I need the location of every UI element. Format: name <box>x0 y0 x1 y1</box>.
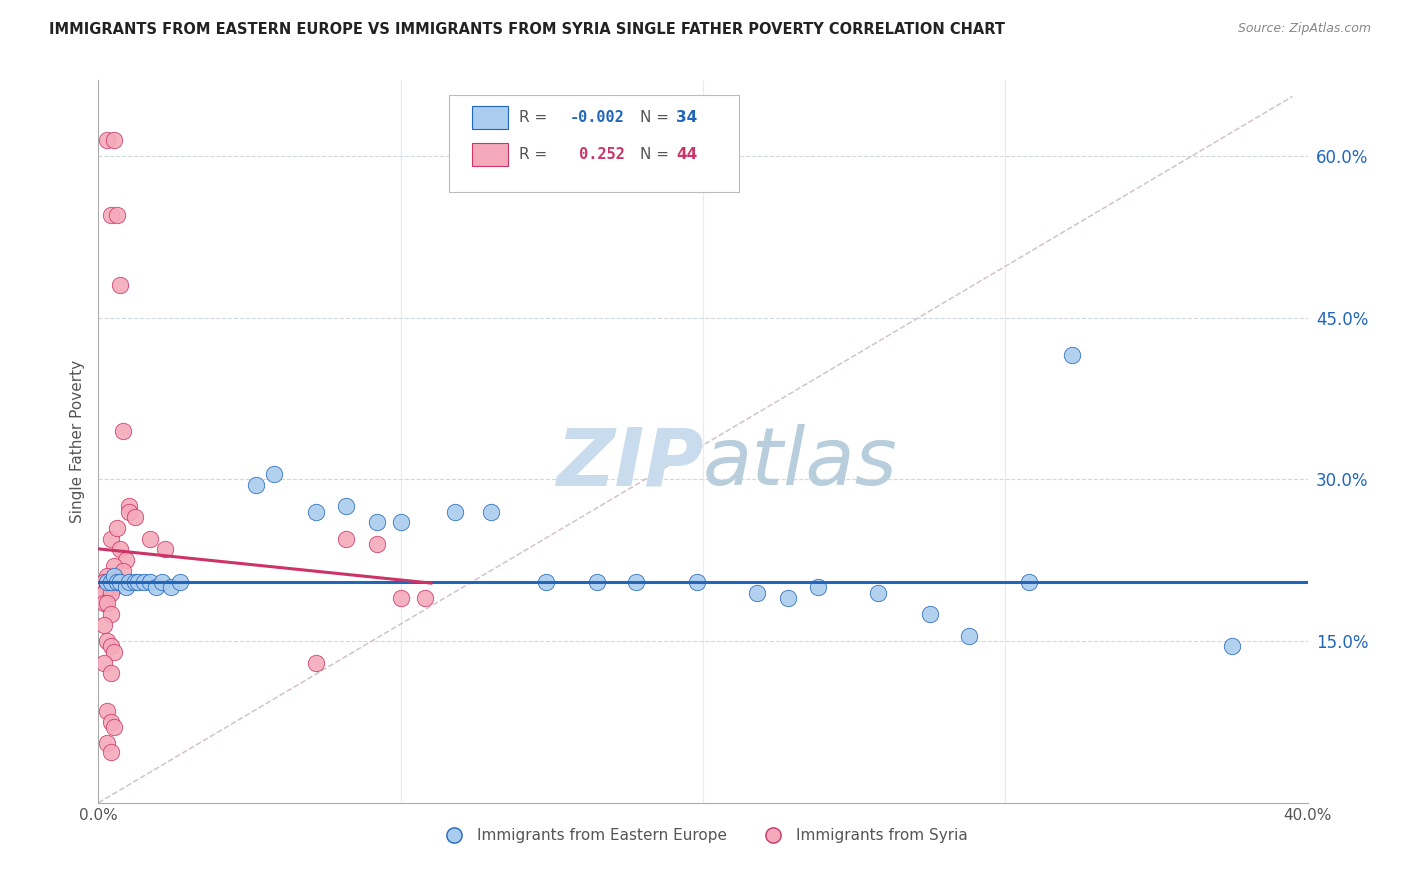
Point <box>160 580 183 594</box>
Point <box>114 553 136 567</box>
Text: atlas: atlas <box>703 425 898 502</box>
Point <box>1018 574 1040 589</box>
Point <box>100 666 122 681</box>
Point <box>93 574 115 589</box>
Point <box>103 558 125 573</box>
Text: ZIP: ZIP <box>555 425 703 502</box>
Point <box>389 516 412 530</box>
Point <box>807 580 830 594</box>
Point <box>776 591 799 605</box>
Point <box>96 634 118 648</box>
Point <box>335 532 357 546</box>
Text: -0.002: -0.002 <box>569 110 624 125</box>
Point <box>389 591 412 605</box>
Point <box>96 574 118 589</box>
Point <box>111 424 134 438</box>
Legend: Immigrants from Eastern Europe, Immigrants from Syria: Immigrants from Eastern Europe, Immigran… <box>433 822 973 849</box>
Text: 34: 34 <box>676 110 697 125</box>
Point <box>100 745 122 759</box>
Text: N =: N = <box>640 110 669 125</box>
Point <box>96 596 118 610</box>
Point <box>103 645 125 659</box>
Point <box>139 574 162 589</box>
Point <box>93 596 115 610</box>
Point <box>103 580 125 594</box>
Text: Source: ZipAtlas.com: Source: ZipAtlas.com <box>1237 22 1371 36</box>
Point <box>100 714 122 729</box>
Point <box>93 618 115 632</box>
Point <box>108 542 131 557</box>
Point <box>1060 348 1083 362</box>
Point <box>100 532 122 546</box>
Point <box>96 569 118 583</box>
Point <box>118 574 141 589</box>
FancyBboxPatch shape <box>472 143 509 166</box>
Text: R =: R = <box>519 110 547 125</box>
Point <box>626 574 648 589</box>
Point <box>96 580 118 594</box>
Y-axis label: Single Father Poverty: Single Father Poverty <box>69 360 84 523</box>
Point <box>124 574 146 589</box>
Point <box>100 208 122 222</box>
Point <box>169 574 191 589</box>
Point <box>305 505 328 519</box>
Point <box>105 521 128 535</box>
Point <box>96 737 118 751</box>
Point <box>686 574 709 589</box>
Point <box>132 574 155 589</box>
Point <box>105 208 128 222</box>
Point <box>1220 640 1243 654</box>
Point <box>111 564 134 578</box>
Point <box>108 574 131 589</box>
Point <box>100 640 122 654</box>
Point <box>586 574 609 589</box>
Point <box>145 580 167 594</box>
Point <box>100 585 122 599</box>
Point <box>918 607 941 621</box>
Point <box>305 656 328 670</box>
Point <box>105 574 128 589</box>
Text: 0.252: 0.252 <box>569 147 624 162</box>
Point <box>868 585 890 599</box>
Point <box>139 532 162 546</box>
Point <box>105 574 128 589</box>
FancyBboxPatch shape <box>449 95 740 193</box>
Point <box>245 477 267 491</box>
Point <box>150 574 173 589</box>
Point <box>100 607 122 621</box>
Point <box>96 132 118 146</box>
Point <box>93 585 115 599</box>
Text: N =: N = <box>640 147 669 162</box>
Point <box>103 569 125 583</box>
Point <box>335 500 357 514</box>
Point <box>100 574 122 589</box>
Point <box>127 574 149 589</box>
Point <box>114 580 136 594</box>
Text: 44: 44 <box>676 147 697 162</box>
Text: R =: R = <box>519 147 547 162</box>
Point <box>96 704 118 718</box>
Point <box>366 537 388 551</box>
Point <box>108 278 131 293</box>
Point <box>103 720 125 734</box>
Point <box>124 510 146 524</box>
Point <box>93 656 115 670</box>
Point <box>957 629 980 643</box>
Point <box>413 591 436 605</box>
Point <box>747 585 769 599</box>
Point <box>103 132 125 146</box>
Point <box>481 505 503 519</box>
Point <box>118 500 141 514</box>
Text: IMMIGRANTS FROM EASTERN EUROPE VS IMMIGRANTS FROM SYRIA SINGLE FATHER POVERTY CO: IMMIGRANTS FROM EASTERN EUROPE VS IMMIGR… <box>49 22 1005 37</box>
Point <box>100 574 122 589</box>
Point <box>444 505 467 519</box>
FancyBboxPatch shape <box>472 105 509 128</box>
Point <box>153 542 176 557</box>
Point <box>263 467 285 481</box>
Point <box>534 574 557 589</box>
Point <box>118 505 141 519</box>
Point <box>366 516 388 530</box>
